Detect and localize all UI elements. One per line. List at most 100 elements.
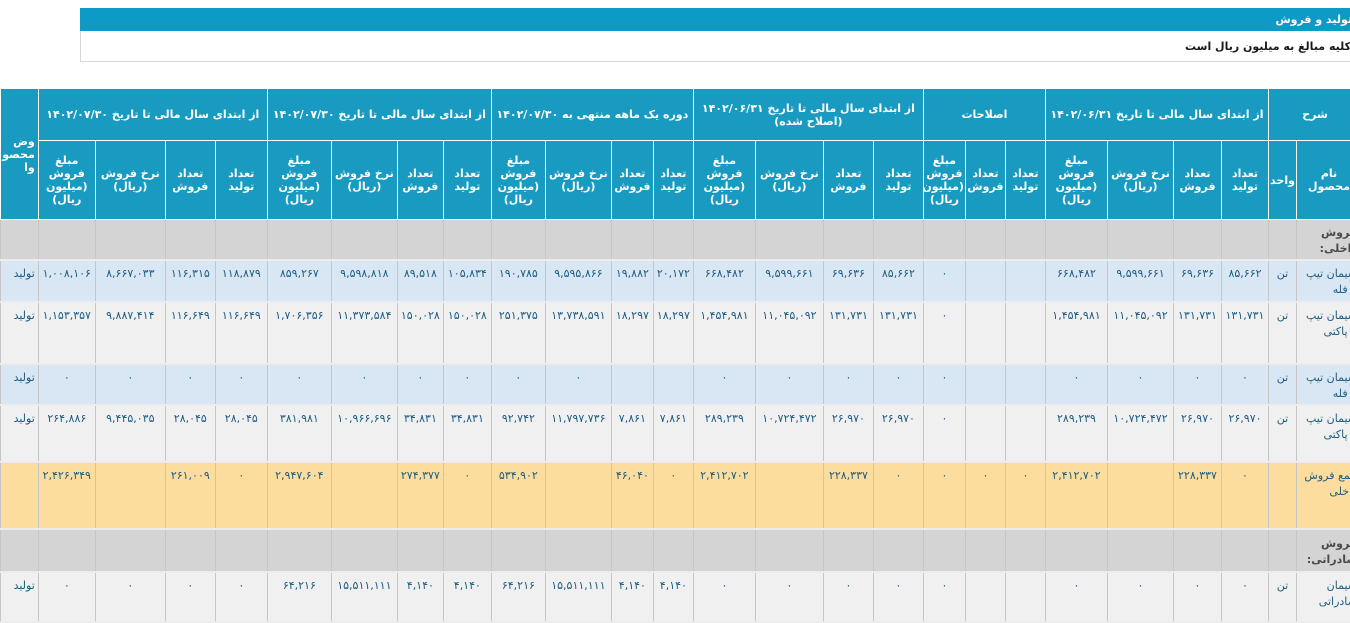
section-empty-cell <box>1257 220 1285 260</box>
section-empty-cell <box>911 220 953 260</box>
section-empty-cell <box>861 220 911 260</box>
section-empty-cell <box>26 529 83 572</box>
value-cell: ۱۵۰,۰۲۸ <box>431 302 479 364</box>
value-cell: ۰ <box>1033 572 1095 622</box>
value-cell <box>83 462 153 529</box>
value-cell <box>953 572 993 622</box>
value-cell: ۱۱,۰۴۵,۰۹۲ <box>743 302 811 364</box>
value-cell: ۰ <box>743 364 811 405</box>
section-empty-cell <box>1210 529 1257 572</box>
value-cell: ۱۳۱,۷۳۱ <box>1162 302 1210 364</box>
unit-cell <box>1257 462 1285 529</box>
column-header: تعداد تولید <box>641 141 681 220</box>
column-header: نرخ فروش (ریال) <box>743 141 811 220</box>
section-empty-cell <box>1096 529 1162 572</box>
value-cell <box>599 364 641 405</box>
value-cell <box>641 364 681 405</box>
value-cell: ۰ <box>811 572 861 622</box>
value-cell: ۰ <box>911 462 953 529</box>
section-empty-cell <box>479 529 533 572</box>
value-cell: ۶۴,۲۱۶ <box>479 572 533 622</box>
section-empty-cell <box>681 529 743 572</box>
section-empty-cell <box>203 529 255 572</box>
product-status-cell: تولید <box>0 405 26 462</box>
value-cell: ۴,۱۴۰ <box>641 572 681 622</box>
column-header: مبلغ فروش (میلیون ریال) <box>681 141 743 220</box>
value-cell <box>993 405 1033 462</box>
table-row: سیمان صادراتی تن ۰ ۰ ۰ ۰ ۰ ۰ ۰ ۰ ۰ ۴,۱۴۰ ۴,۱۴۰ ۱۵,۵۱۱… <box>0 572 1350 622</box>
product-status-cell: تولید <box>0 302 26 364</box>
value-cell: ۰ <box>1162 572 1210 622</box>
section-empty-cell <box>681 220 743 260</box>
unit-cell: تن <box>1257 572 1285 622</box>
value-cell: ۱۱۶,۶۴۹ <box>203 302 255 364</box>
value-cell <box>993 260 1033 302</box>
value-cell: ۰ <box>861 462 911 529</box>
value-cell: ۴۶,۰۴۰ <box>599 462 641 529</box>
unit-cell: تن <box>1257 364 1285 405</box>
value-cell: ۷,۸۶۱ <box>641 405 681 462</box>
value-cell: ۲۶۱,۰۰۹ <box>153 462 203 529</box>
value-cell: ۰ <box>26 364 83 405</box>
column-header: نرخ فروش (ریال) <box>319 141 385 220</box>
column-header: تعداد تولید <box>861 141 911 220</box>
section-label: فروش داخلی: <box>1285 220 1350 260</box>
value-cell: ۰ <box>811 364 861 405</box>
section-empty-cell <box>83 220 153 260</box>
value-cell: ۱۰,۷۲۴,۴۷۲ <box>1096 405 1162 462</box>
value-cell <box>993 302 1033 364</box>
value-cell: ۰ <box>1210 462 1257 529</box>
value-cell: ۲۸,۰۴۵ <box>153 405 203 462</box>
value-cell: ۰ <box>431 462 479 529</box>
value-cell <box>993 364 1033 405</box>
value-cell: ۹۲,۷۴۲ <box>479 405 533 462</box>
value-cell: ۰ <box>911 302 953 364</box>
value-cell <box>953 302 993 364</box>
column-header: نرخ فروش (ریال) <box>533 141 599 220</box>
column-header: مبلغ فروش (میلیون ریال) <box>479 141 533 220</box>
value-cell: ۱۹,۸۸۲ <box>599 260 641 302</box>
table-row: سیمان تیپ ۵ پاکتی تن ۱۳۱,۷۳۱ ۱۳۱,۷۳۱ ۱۱,۰۴۵,… <box>0 302 1350 364</box>
column-header: مبلغ فروش (میلیون ریال) <box>911 141 953 220</box>
section-empty-cell <box>26 220 83 260</box>
status-column-header: وض محصو وا <box>0 89 26 220</box>
section-empty-cell <box>319 529 385 572</box>
section-empty-cell <box>1210 220 1257 260</box>
value-cell: ۲,۴۲۶,۳۴۹ <box>26 462 83 529</box>
section-empty-cell <box>431 220 479 260</box>
value-cell: ۱۸,۲۹۷ <box>599 302 641 364</box>
section-empty-cell <box>911 529 953 572</box>
value-cell <box>993 572 1033 622</box>
value-cell: ۶۹,۶۳۶ <box>811 260 861 302</box>
section-empty-cell <box>533 220 599 260</box>
value-cell: ۱۱۸,۸۷۹ <box>203 260 255 302</box>
value-cell: ۰ <box>1033 364 1095 405</box>
value-cell: ۰ <box>861 572 911 622</box>
column-header: نرخ فروش (ریال) <box>1096 141 1162 220</box>
value-cell: ۱۱,۷۹۷,۷۳۶ <box>533 405 599 462</box>
table-row: سیمان تیپ ۵ فله تن ۸۵,۶۶۲ ۶۹,۶۳۶ ۹,۵۹۹,۶۶۱ ۶۶… <box>0 260 1350 302</box>
value-cell: ۰ <box>255 364 319 405</box>
column-group-header: از ابتدای سال مالی تا تاریخ ۱۴۰۲/۰۶/۳۱ (… <box>681 89 911 141</box>
product-name-cell: سیمان صادراتی <box>1285 572 1350 622</box>
section-empty-cell <box>1033 529 1095 572</box>
section-empty-cell <box>203 220 255 260</box>
value-cell: ۶۹,۶۳۶ <box>1162 260 1210 302</box>
value-cell: ۱,۴۵۴,۹۸۱ <box>681 302 743 364</box>
value-cell: ۲۸۹,۲۳۹ <box>1033 405 1095 462</box>
value-cell: ۸۵۹,۲۶۷ <box>255 260 319 302</box>
value-cell: ۰ <box>153 572 203 622</box>
report-title: تولید و فروش <box>1263 13 1340 26</box>
column-header: نام محصول <box>1285 141 1350 220</box>
section-empty-cell <box>533 529 599 572</box>
section-empty-cell <box>0 529 26 572</box>
product-name-cell: سیمان تیپ ۵ فله <box>1285 260 1350 302</box>
value-cell: ۶۶۸,۴۸۲ <box>681 260 743 302</box>
section-empty-cell <box>641 529 681 572</box>
value-cell: ۳۴,۸۳۱ <box>431 405 479 462</box>
section-empty-cell <box>1096 220 1162 260</box>
value-cell: ۹,۸۸۷,۴۱۴ <box>83 302 153 364</box>
section-empty-cell <box>1162 220 1210 260</box>
value-cell: ۱,۴۵۴,۹۸۱ <box>1033 302 1095 364</box>
value-cell: ۱۱۶,۶۴۹ <box>153 302 203 364</box>
